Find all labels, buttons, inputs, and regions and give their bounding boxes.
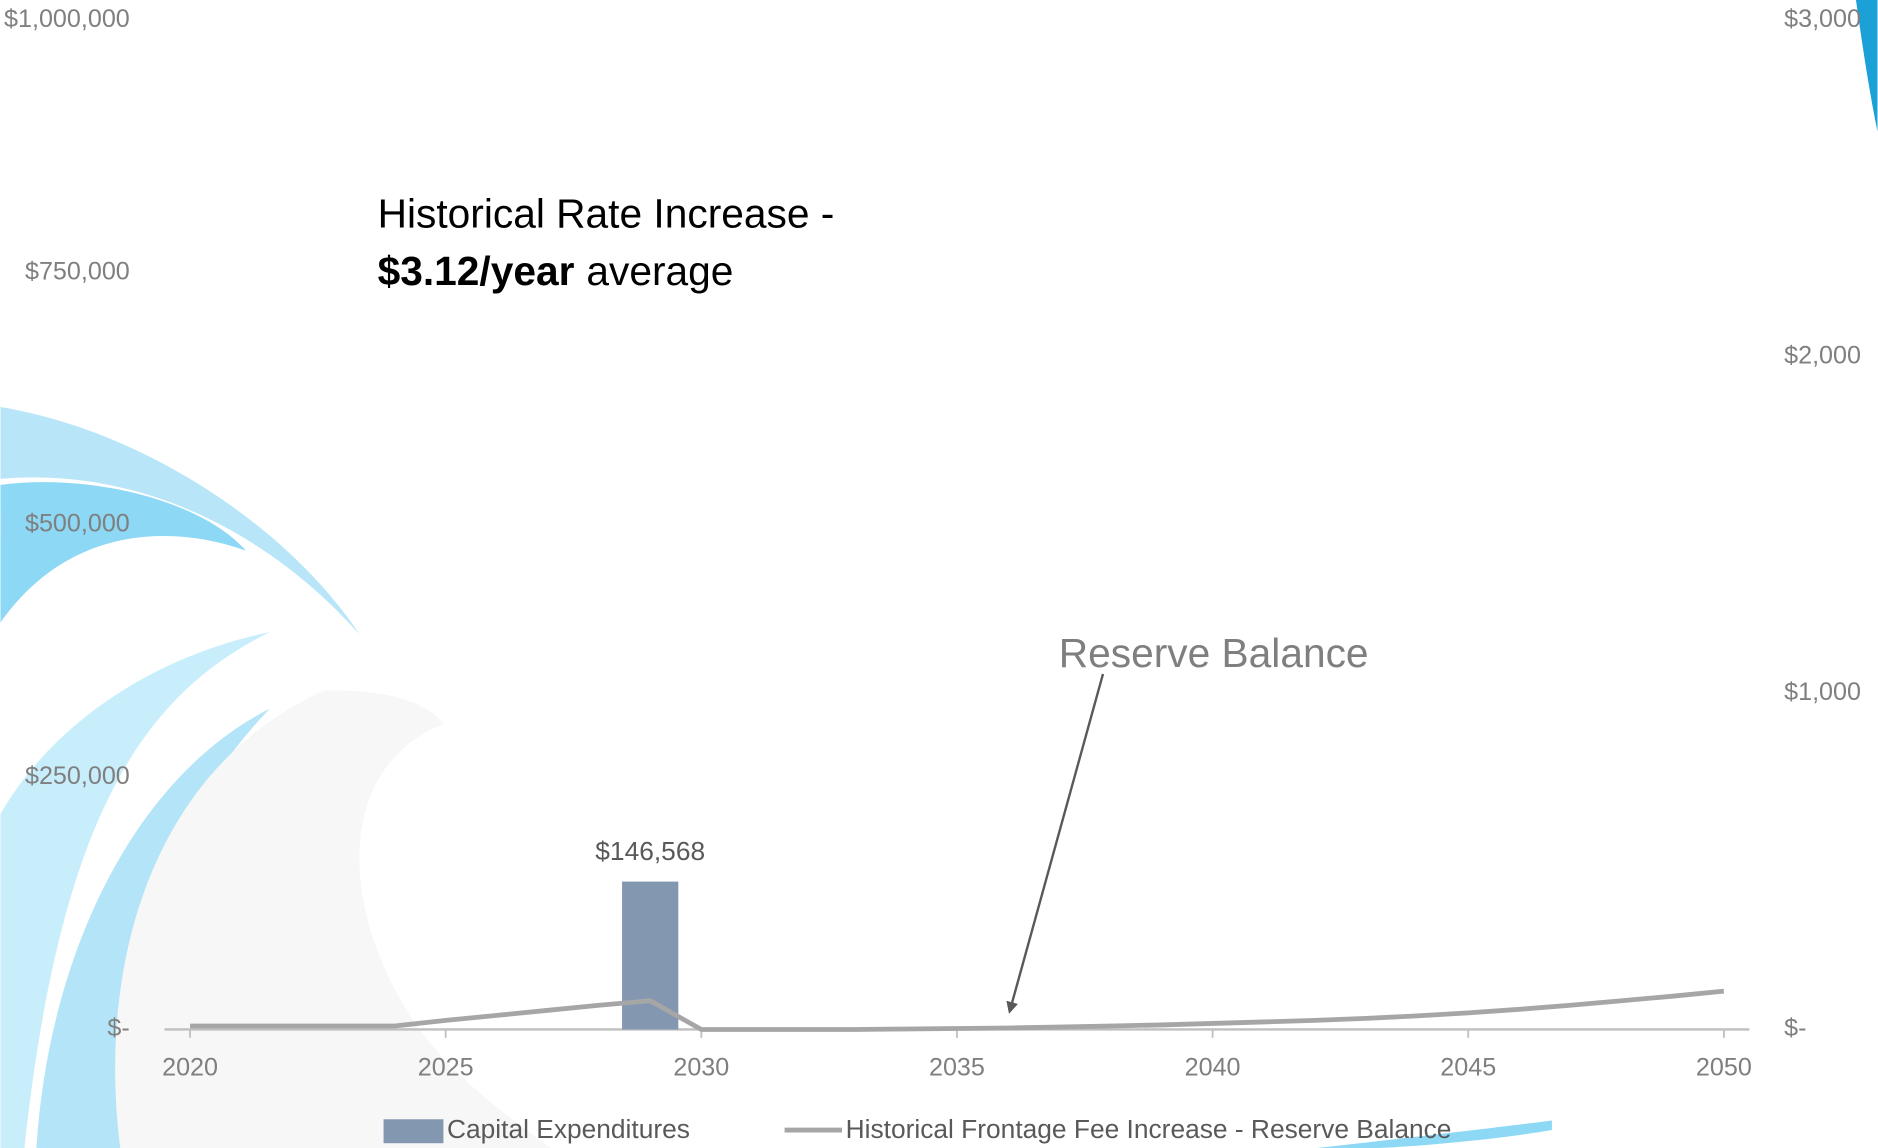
y-tick-label: $750,000 xyxy=(25,257,130,285)
legend-label: Capital Expenditures xyxy=(447,1114,690,1144)
line xyxy=(190,988,1725,1032)
y-tick-label: $- xyxy=(107,1014,129,1042)
data-label: $146,568 xyxy=(595,836,705,866)
y-tick-label: $500,000 xyxy=(25,510,130,538)
y-tick-label: $250,000 xyxy=(25,762,130,790)
annotation-rest: average xyxy=(586,248,733,294)
bar xyxy=(622,881,679,1030)
y2-tick-label: $1,000 xyxy=(1784,678,1861,706)
x-tick-label: 2035 xyxy=(929,1054,985,1082)
x-tick-label: 2025 xyxy=(418,1054,474,1082)
x-tick-label: 2050 xyxy=(1696,1054,1752,1082)
legend-label: Historical Frontage Fee Increase - Reser… xyxy=(846,1114,1452,1144)
annotation: $3.12/year average xyxy=(378,248,734,294)
y2-tick-label: $3,000 xyxy=(1784,5,1861,33)
legend-swatch xyxy=(383,1119,444,1144)
y-tick-label: $1,000,000 xyxy=(4,5,130,33)
annotation-bold: $3.12/year xyxy=(378,248,575,294)
x-tick-label: 2040 xyxy=(1185,1054,1241,1082)
annotation: Reserve Balance xyxy=(1059,630,1369,676)
x-tick-label: 2020 xyxy=(162,1054,218,1082)
x-tick-label: 2045 xyxy=(1440,1054,1496,1082)
annotation: Historical Rate Increase - xyxy=(378,190,835,236)
annotation-arrow xyxy=(1006,673,1105,1014)
x-tick-label: 2030 xyxy=(673,1054,729,1082)
y2-tick-label: $2,000 xyxy=(1784,341,1861,369)
y2-tick-label: $- xyxy=(1784,1014,1806,1042)
